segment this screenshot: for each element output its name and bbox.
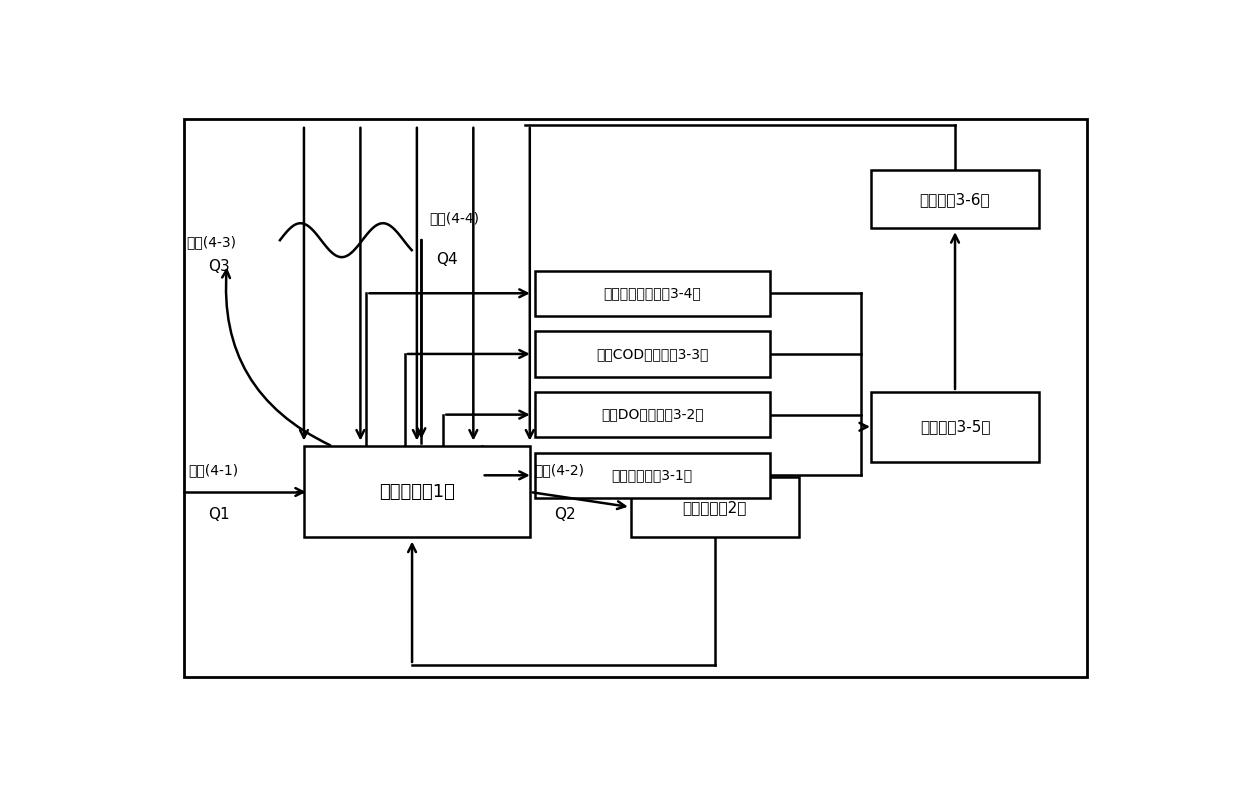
Text: 控制器（3-5）: 控制器（3-5） — [920, 419, 991, 434]
Text: 自然水体（2）: 自然水体（2） — [682, 500, 746, 515]
Text: Q4: Q4 — [435, 252, 458, 267]
FancyBboxPatch shape — [870, 170, 1039, 228]
Text: 养殖水塘（1）: 养殖水塘（1） — [379, 483, 455, 501]
FancyBboxPatch shape — [534, 392, 770, 437]
Text: 在线流量计（3-1）: 在线流量计（3-1） — [611, 468, 693, 482]
FancyBboxPatch shape — [534, 331, 770, 377]
FancyBboxPatch shape — [534, 452, 770, 498]
Text: 在线COD分析仪（3-3）: 在线COD分析仪（3-3） — [596, 347, 708, 361]
Text: 蒸发(4-3): 蒸发(4-3) — [187, 236, 237, 249]
Text: 在线DO分析仪（3-2）: 在线DO分析仪（3-2） — [601, 407, 703, 422]
FancyBboxPatch shape — [304, 447, 529, 537]
Text: 在线氨氮分析仪（3-4）: 在线氨氮分析仪（3-4） — [604, 286, 701, 300]
FancyBboxPatch shape — [534, 270, 770, 316]
Text: 排水(4-2): 排水(4-2) — [534, 463, 584, 477]
Text: Q2: Q2 — [554, 507, 575, 522]
Text: 补水(4-1): 补水(4-1) — [188, 463, 239, 477]
Text: 暴气机（3-6）: 暴气机（3-6） — [920, 191, 991, 206]
Text: Q1: Q1 — [208, 507, 229, 522]
FancyBboxPatch shape — [631, 477, 799, 537]
Text: Q3: Q3 — [208, 258, 229, 273]
FancyBboxPatch shape — [870, 392, 1039, 462]
Text: 降雨(4-4): 降雨(4-4) — [429, 211, 479, 225]
